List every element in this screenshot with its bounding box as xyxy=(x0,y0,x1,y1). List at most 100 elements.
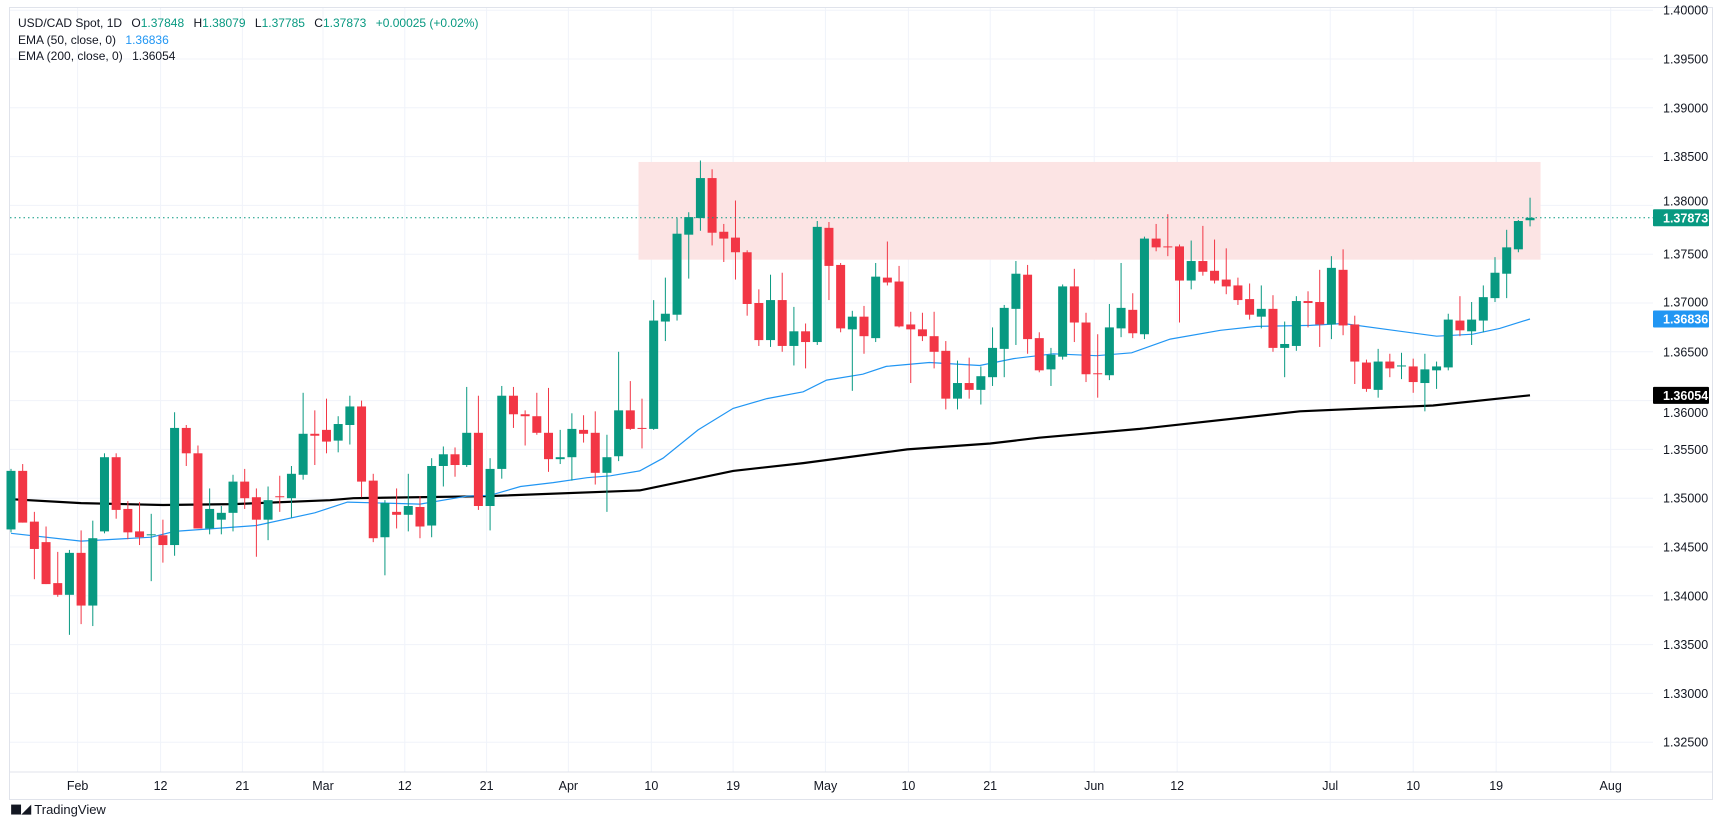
candle[interactable] xyxy=(1443,313,1453,371)
candle[interactable] xyxy=(520,410,530,446)
candle[interactable] xyxy=(216,506,226,535)
candle[interactable] xyxy=(111,453,121,519)
candle[interactable] xyxy=(602,434,612,512)
candle[interactable] xyxy=(789,306,799,366)
candle[interactable] xyxy=(1326,256,1336,340)
candle[interactable] xyxy=(1163,214,1173,257)
candle[interactable] xyxy=(812,221,822,345)
candle[interactable] xyxy=(1408,358,1418,393)
candle[interactable] xyxy=(1513,220,1523,253)
candle[interactable] xyxy=(146,513,156,582)
candle[interactable] xyxy=(1104,303,1114,381)
candle[interactable] xyxy=(1221,248,1231,295)
candle[interactable] xyxy=(929,311,939,369)
candle[interactable] xyxy=(170,412,180,556)
candle[interactable] xyxy=(251,488,261,557)
tradingview-logo[interactable]: ■◢ TradingView xyxy=(10,800,106,818)
legend-ema50-row[interactable]: EMA (50, close, 0) 1.36836 xyxy=(18,32,484,49)
ema200-path[interactable] xyxy=(10,394,1531,507)
candle[interactable] xyxy=(1361,359,1371,392)
candle[interactable] xyxy=(1502,229,1512,299)
candle[interactable] xyxy=(882,241,892,286)
candle[interactable] xyxy=(964,357,974,399)
candle[interactable] xyxy=(286,465,296,518)
candle[interactable] xyxy=(754,289,764,346)
candle[interactable] xyxy=(707,169,717,246)
price-axis[interactable]: 1.40000 1.39500 1.39000 1.38500 1.38000 1.375… xyxy=(1663,4,1708,750)
candle[interactable] xyxy=(240,468,250,509)
candle[interactable] xyxy=(1186,240,1196,290)
candle[interactable] xyxy=(1046,347,1056,386)
candle[interactable] xyxy=(53,551,63,597)
candle[interactable] xyxy=(1116,262,1126,338)
legend-ema200-row[interactable]: EMA (200, close, 0) 1.36054 xyxy=(18,48,484,65)
candle[interactable] xyxy=(403,473,413,532)
candle[interactable] xyxy=(999,304,1009,378)
candle[interactable] xyxy=(532,392,542,435)
candle[interactable] xyxy=(427,458,437,538)
candle[interactable] xyxy=(859,305,869,354)
candle[interactable] xyxy=(637,398,647,449)
candle[interactable] xyxy=(1280,321,1290,378)
candle[interactable] xyxy=(1245,283,1255,320)
candle[interactable] xyxy=(438,446,448,487)
candle[interactable] xyxy=(1303,291,1313,328)
candle[interactable] xyxy=(6,468,16,533)
candle[interactable] xyxy=(1058,284,1068,360)
candle[interactable] xyxy=(1151,223,1161,252)
candle[interactable] xyxy=(392,488,402,529)
candle[interactable] xyxy=(871,262,881,343)
time-axis[interactable]: Feb 12 21 Mar 12 21 Apr 10 19 May 10 21 Jun 12 Jul 10 19… xyxy=(10,771,1713,793)
candle[interactable] xyxy=(894,265,904,328)
candle[interactable] xyxy=(1373,348,1383,398)
candle[interactable] xyxy=(205,488,215,535)
candle[interactable] xyxy=(1011,261,1021,345)
candle[interactable] xyxy=(88,520,98,627)
candle[interactable] xyxy=(1023,264,1033,354)
candle[interactable] xyxy=(847,310,857,391)
candle[interactable] xyxy=(555,429,565,465)
candle[interactable] xyxy=(824,221,834,301)
candle[interactable] xyxy=(64,549,74,635)
candle[interactable] xyxy=(1490,257,1500,303)
candle[interactable] xyxy=(695,160,705,231)
candle[interactable] xyxy=(263,486,273,541)
candle[interactable] xyxy=(123,501,133,540)
candle[interactable] xyxy=(1128,293,1138,339)
candle[interactable] xyxy=(275,475,285,512)
candle[interactable] xyxy=(952,360,962,410)
candle[interactable] xyxy=(473,395,483,510)
candle[interactable] xyxy=(158,519,168,563)
candle[interactable] xyxy=(76,530,86,625)
candle[interactable] xyxy=(917,312,927,342)
candle[interactable] xyxy=(684,212,694,279)
candle[interactable] xyxy=(1455,296,1465,337)
candle[interactable] xyxy=(1350,315,1360,385)
candle[interactable] xyxy=(99,453,109,534)
candle[interactable] xyxy=(462,386,472,467)
candle[interactable] xyxy=(1268,295,1278,352)
candle[interactable] xyxy=(672,218,682,321)
candle[interactable] xyxy=(450,447,460,477)
candle[interactable] xyxy=(1397,352,1407,380)
candle[interactable] xyxy=(357,400,367,498)
candle[interactable] xyxy=(1210,239,1220,284)
candle[interactable] xyxy=(345,395,355,445)
candle[interactable] xyxy=(321,398,331,454)
candle[interactable] xyxy=(1385,353,1395,378)
candle[interactable] xyxy=(941,341,951,410)
candle[interactable] xyxy=(1175,244,1184,323)
candle[interactable] xyxy=(719,223,729,263)
candle[interactable] xyxy=(625,381,635,430)
ema50-path[interactable] xyxy=(10,318,1531,542)
candle[interactable] xyxy=(1233,277,1243,305)
candle[interactable] xyxy=(1198,225,1208,276)
candle[interactable] xyxy=(766,274,776,347)
candle[interactable] xyxy=(742,250,752,316)
candle[interactable] xyxy=(415,496,425,539)
candle[interactable] xyxy=(1478,285,1488,333)
candle[interactable] xyxy=(1420,353,1430,412)
candle[interactable] xyxy=(1069,268,1079,343)
candle[interactable] xyxy=(906,311,916,384)
